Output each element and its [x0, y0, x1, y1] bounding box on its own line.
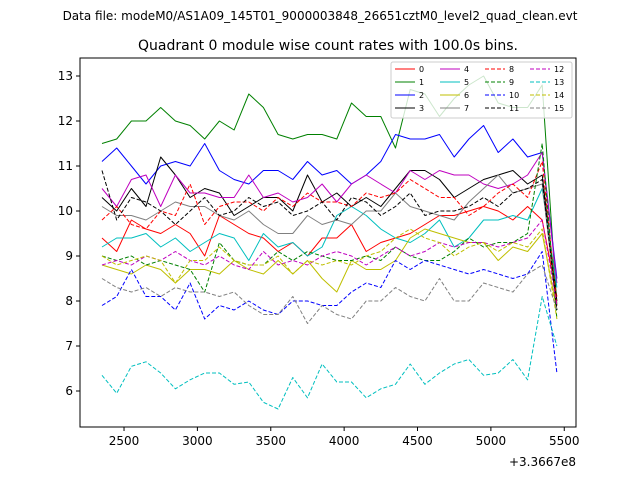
series-line-7 [101, 174, 558, 311]
x-tick-label: 4000 [329, 434, 360, 448]
legend-label-15: 15 [554, 104, 564, 113]
x-tick-label: 3000 [182, 434, 213, 448]
x-tick-label: 2500 [109, 434, 140, 448]
series-line-8 [101, 161, 558, 306]
x-tick-label: 5500 [549, 434, 580, 448]
series-line-13 [101, 296, 558, 410]
series-line-4 [101, 152, 558, 284]
legend-label-7: 7 [464, 104, 469, 113]
y-tick-label: 9 [65, 249, 73, 263]
y-tick-label: 6 [65, 384, 73, 398]
series-lines [101, 75, 558, 410]
x-tick-label: 5000 [476, 434, 507, 448]
y-tick-label: 7 [65, 339, 73, 353]
y-tick-label: 12 [58, 114, 73, 128]
legend-label-3: 3 [419, 104, 424, 113]
series-line-0 [101, 206, 558, 297]
legend-label-10: 10 [509, 91, 519, 100]
series-line-14 [101, 228, 558, 320]
legend-label-5: 5 [464, 78, 469, 87]
y-tick-label: 11 [58, 159, 73, 173]
chart-suptitle: Data file: modeM0/AS1A09_145T01_90000038… [63, 9, 578, 23]
legend-label-0: 0 [419, 65, 424, 74]
chart-title: Quadrant 0 module wise count rates with … [138, 38, 518, 54]
y-tick-label: 8 [65, 294, 73, 308]
series-line-5 [101, 188, 558, 288]
legend-label-2: 2 [419, 91, 424, 100]
legend-label-11: 11 [509, 104, 519, 113]
legend-box [390, 61, 573, 119]
series-line-2 [101, 125, 558, 279]
plot-frame [79, 57, 577, 428]
x-axis-offset-label: +3.3667e8 [509, 455, 576, 469]
series-line-9 [101, 143, 558, 320]
legend-label-9: 9 [509, 78, 514, 87]
y-tick-label: 13 [58, 69, 73, 83]
series-line-11 [101, 170, 558, 311]
series-line-15 [101, 264, 558, 324]
series-line-12 [101, 219, 558, 306]
series-line-3 [101, 156, 558, 302]
legend-label-4: 4 [464, 65, 469, 74]
legend-label-1: 1 [419, 78, 424, 87]
legend-label-13: 13 [554, 78, 564, 87]
legend-label-14: 14 [554, 91, 564, 100]
y-tick-label: 10 [58, 204, 73, 218]
legend-label-12: 12 [554, 65, 564, 74]
x-tick-label: 4500 [402, 434, 433, 448]
legend-label-6: 6 [464, 91, 469, 100]
legend-label-8: 8 [509, 65, 514, 74]
series-line-10 [101, 251, 558, 374]
x-tick-label: 3500 [255, 434, 286, 448]
